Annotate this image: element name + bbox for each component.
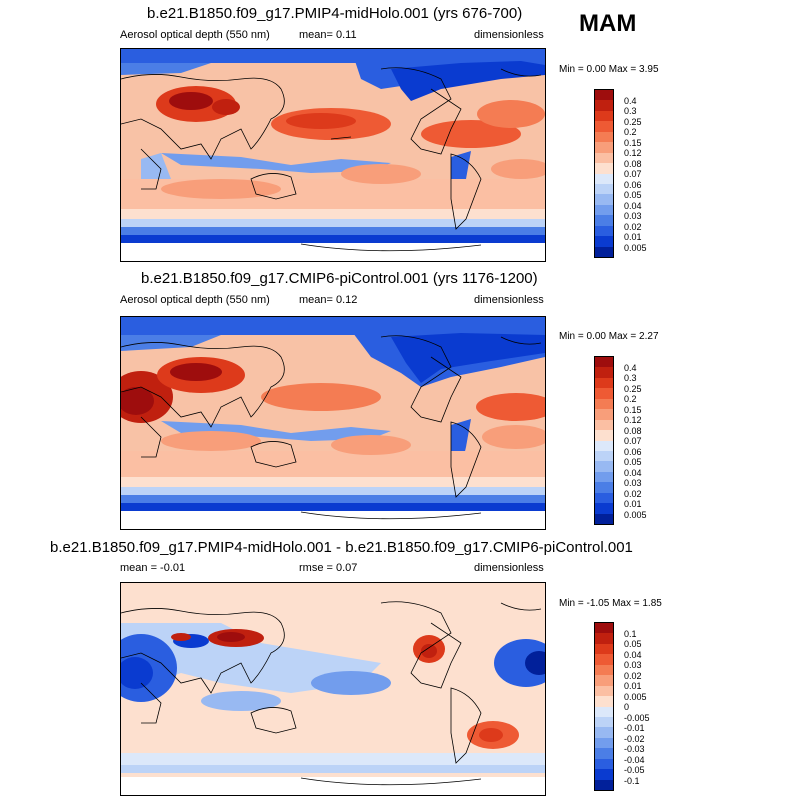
colorbar-label: -0.02 [624, 734, 645, 744]
colorbar-label: 0.05 [624, 190, 642, 200]
panel-3-minmax: Min = -1.05 Max = 1.85 [559, 598, 662, 609]
colorbar-label: 0.03 [624, 211, 642, 221]
colorbar-label: 0.1 [624, 629, 637, 639]
colorbar-label: 0.005 [624, 692, 647, 702]
panel-3-map [120, 582, 546, 796]
panel-2-mean-label: mean= 0.12 [299, 294, 358, 306]
colorbar-label: 0.07 [624, 169, 642, 179]
panel-1-colorbar [594, 89, 614, 258]
colorbar-label: 0 [624, 702, 630, 712]
panel-1-variable-label: Aerosol optical depth (550 nm) [120, 29, 270, 41]
colorbar-label: 0.12 [624, 148, 642, 158]
colorbar-label: 0.04 [624, 201, 642, 211]
panel-1-units-label: dimensionless [474, 29, 544, 41]
colorbar-label: 0.08 [624, 159, 642, 169]
panel-3-title: b.e21.B1850.f09_g17.PMIP4-midHolo.001 - … [50, 539, 633, 556]
panel-1-mean-label: mean= 0.11 [299, 29, 357, 41]
colorbar-label: 0.03 [624, 478, 642, 488]
colorbar-label: 0.02 [624, 222, 642, 232]
colorbar-label: -0.05 [624, 765, 645, 775]
colorbar-label: 0.15 [624, 138, 642, 148]
colorbar-label: 0.04 [624, 650, 642, 660]
colorbar-label: 0.4 [624, 363, 637, 373]
season-label: MAM [579, 10, 637, 37]
colorbar-label: 0.12 [624, 415, 642, 425]
colorbar-label: 0.03 [624, 660, 642, 670]
colorbar-label: 0.2 [624, 127, 637, 137]
panel-3-map-field [121, 583, 545, 795]
colorbar-label: -0.005 [624, 713, 650, 723]
colorbar-label: -0.04 [624, 755, 645, 765]
colorbar-label: 0.15 [624, 405, 642, 415]
colorbar-label: -0.1 [624, 776, 640, 786]
colorbar-label: -0.03 [624, 744, 645, 754]
panel-2-colorbar [594, 356, 614, 525]
panel-3-rmse-label: rmse = 0.07 [299, 562, 358, 574]
colorbar-label: 0.01 [624, 681, 642, 691]
panel-3-units-label: dimensionless [474, 562, 544, 574]
panel-2-map-field [121, 317, 545, 529]
colorbar-label: -0.01 [624, 723, 645, 733]
panel-1-minmax: Min = 0.00 Max = 3.95 [559, 64, 659, 75]
panel-2-variable-label: Aerosol optical depth (550 nm) [120, 294, 270, 306]
colorbar-label: 0.02 [624, 671, 642, 681]
colorbar-label: 0.25 [624, 117, 642, 127]
colorbar-label: 0.05 [624, 639, 642, 649]
colorbar-label: 0.01 [624, 232, 642, 242]
colorbar-label: 0.005 [624, 510, 647, 520]
colorbar-label: 0.4 [624, 96, 637, 106]
colorbar-label: 0.3 [624, 373, 637, 383]
colorbar-label: 0.04 [624, 468, 642, 478]
panel-2-title: b.e21.B1850.f09_g17.CMIP6-piControl.001 … [141, 270, 538, 287]
colorbar-label: 0.06 [624, 180, 642, 190]
colorbar-label: 0.08 [624, 426, 642, 436]
colorbar-label: 0.005 [624, 243, 647, 253]
panel-3-mean-label: mean = -0.01 [120, 562, 186, 574]
colorbar-label: 0.06 [624, 447, 642, 457]
colorbar-label: 0.25 [624, 384, 642, 394]
panel-2-units-label: dimensionless [474, 294, 544, 306]
panel-1-map-field [121, 49, 545, 261]
panel-1-map [120, 48, 546, 262]
panel-1-title: b.e21.B1850.f09_g17.PMIP4-midHolo.001 (y… [147, 5, 523, 22]
panel-2-minmax: Min = 0.00 Max = 2.27 [559, 331, 659, 342]
colorbar-label: 0.07 [624, 436, 642, 446]
colorbar-label: 0.3 [624, 106, 637, 116]
colorbar-label: 0.02 [624, 489, 642, 499]
colorbar-label: 0.2 [624, 394, 637, 404]
panel-3-colorbar [594, 622, 614, 791]
panel-2-map [120, 316, 546, 530]
colorbar-label: 0.05 [624, 457, 642, 467]
colorbar-label: 0.01 [624, 499, 642, 509]
